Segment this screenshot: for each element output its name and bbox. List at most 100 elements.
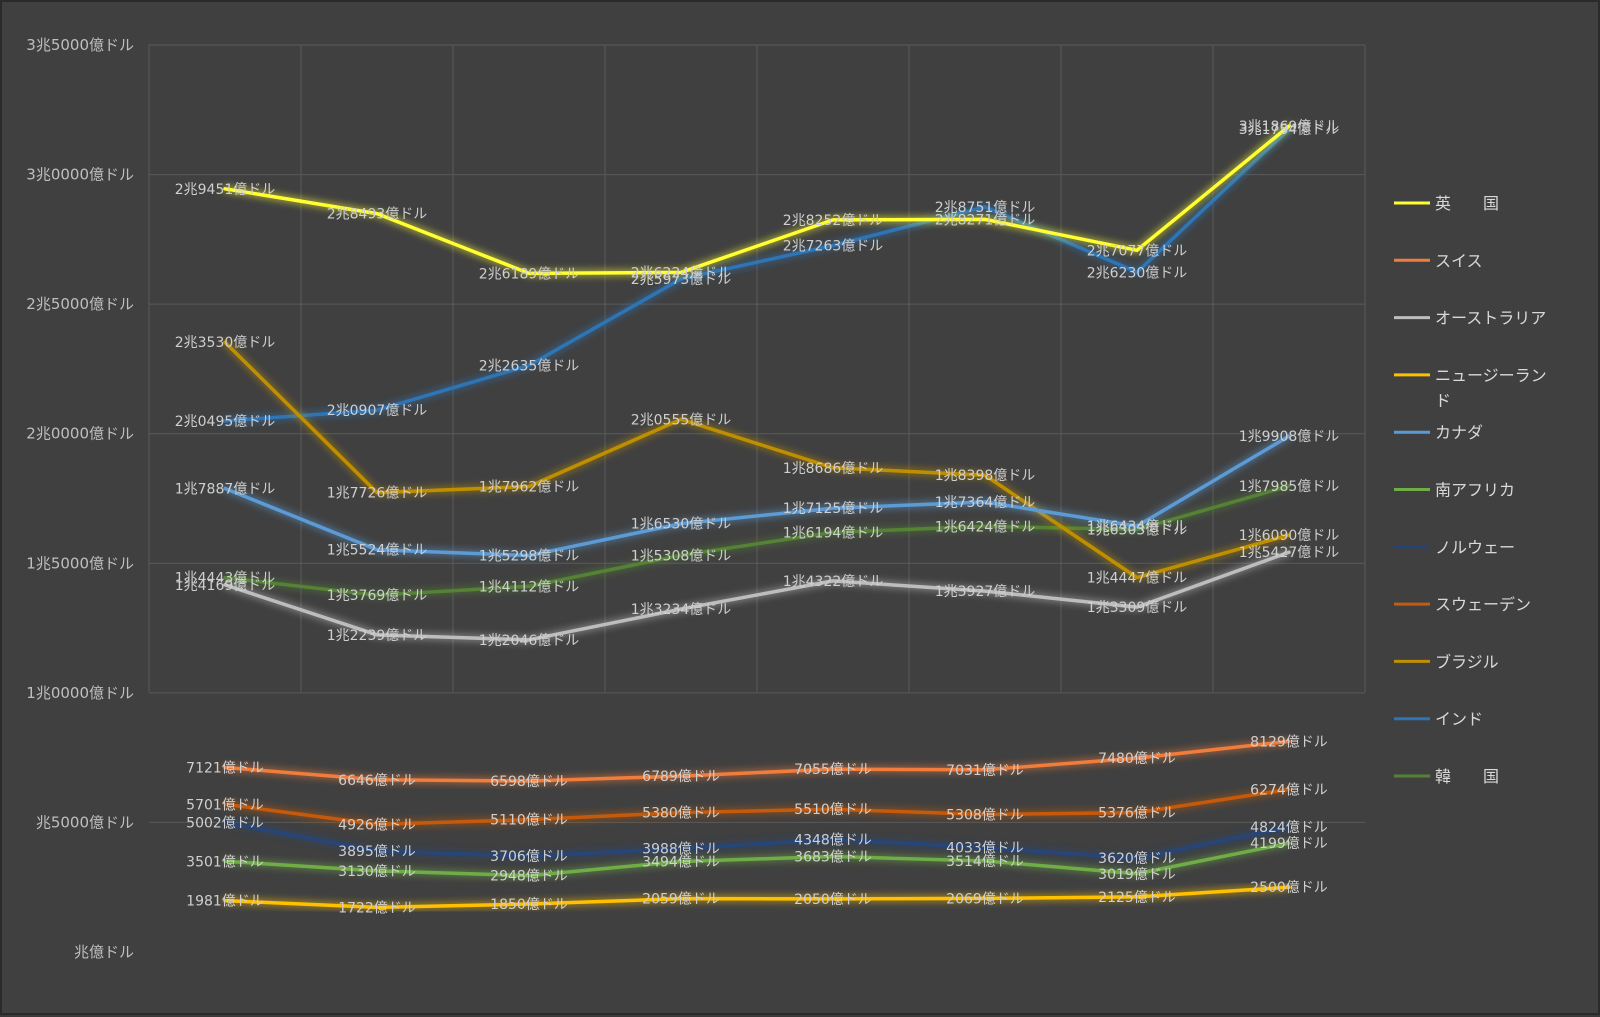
legend-label: スイス: [1435, 251, 1483, 270]
data-label: 6598億ドル: [490, 774, 568, 790]
data-label: 2兆0495億ドル: [175, 414, 276, 430]
data-label: 6274億ドル: [1250, 782, 1328, 798]
data-label: 1兆5308億ドル: [631, 548, 732, 564]
data-label: 3988億ドル: [642, 842, 720, 858]
data-label: 1兆4443億ドル: [175, 571, 276, 587]
data-label: 1兆7726億ドル: [327, 486, 428, 502]
data-label: 1兆5524億ドル: [327, 543, 428, 559]
data-label: 1兆6530億ドル: [631, 517, 732, 533]
data-label: 5002億ドル: [186, 815, 264, 831]
data-label: 2兆7077億ドル: [1087, 243, 1188, 259]
series-line: [223, 434, 1291, 558]
data-label: 8129億ドル: [1250, 734, 1328, 750]
legend-label: ド: [1435, 391, 1451, 410]
legend-label: 南アフリカ: [1435, 481, 1515, 500]
data-label: 1兆2239億ドル: [327, 628, 428, 644]
data-label: 3514億ドル: [946, 854, 1024, 870]
data-label: 5308億ドル: [946, 807, 1024, 823]
data-label: 2500億ドル: [1250, 880, 1328, 896]
data-label: 2兆8271億ドル: [935, 212, 1036, 228]
data-label: 1兆4169億ドル: [175, 578, 276, 594]
data-label: 4824億ドル: [1250, 820, 1328, 836]
data-label: 7055億ドル: [794, 762, 872, 778]
data-label: 3620億ドル: [1098, 851, 1176, 867]
y-tick-label: 2兆0000億ドル: [26, 425, 134, 443]
y-tick-label: 兆5000億ドル: [36, 813, 134, 831]
series-line: [223, 124, 1291, 276]
data-label: 2兆9451億ドル: [175, 182, 276, 198]
series-line: [223, 550, 1291, 642]
data-label: 2兆7263億ドル: [783, 238, 884, 254]
series-line: [223, 484, 1291, 597]
data-label: 2兆6230億ドル: [1087, 265, 1188, 281]
data-label: 1兆8686億ドル: [783, 461, 884, 477]
data-label: 4926億ドル: [338, 817, 416, 833]
data-label: 1兆5427億ドル: [1239, 545, 1340, 561]
legend-label: 韓 国: [1435, 767, 1499, 786]
data-label: 1兆7364億ドル: [935, 495, 1036, 511]
legend-label: ニュージーラン: [1435, 366, 1547, 385]
series-line: [223, 340, 1291, 580]
data-label: 1兆8398億ドル: [935, 468, 1036, 484]
data-label: 1兆4447億ドル: [1087, 571, 1188, 587]
data-label: 3019億ドル: [1098, 867, 1176, 883]
data-label: 1兆7887億ドル: [175, 481, 276, 497]
data-label: 5701億ドル: [186, 797, 264, 813]
y-tick-label: 2兆5000億ドル: [26, 295, 134, 313]
series-lines: [223, 124, 1291, 910]
data-label: 2兆0907億ドル: [327, 403, 428, 419]
series-line: [223, 787, 1291, 827]
data-label: 3兆1869億ドル: [1239, 119, 1340, 135]
data-label: 2948億ドル: [490, 869, 568, 885]
data-label: 1兆6194億ドル: [783, 525, 884, 541]
data-label: 4033億ドル: [946, 840, 1024, 856]
data-label: 1兆6424億ドル: [935, 519, 1036, 535]
grid: [148, 44, 1366, 823]
data-label: 2兆8751億ドル: [935, 200, 1036, 216]
data-label: 1722億ドル: [338, 900, 416, 916]
data-label: 4199億ドル: [1250, 836, 1328, 852]
data-label: 5380億ドル: [642, 806, 720, 822]
series-line: [223, 841, 1291, 878]
legend-label: カナダ: [1435, 423, 1483, 442]
data-label: 1兆4112億ドル: [479, 579, 580, 595]
data-label: 1兆3309億ドル: [1087, 600, 1188, 616]
data-label: 3706億ドル: [490, 849, 568, 865]
data-label: 3501億ドル: [186, 854, 264, 870]
legend-label: スウェーデン: [1435, 595, 1531, 614]
series-line: [223, 739, 1291, 783]
data-label: 1兆6303億ドル: [1087, 523, 1188, 539]
data-label: 3895億ドル: [338, 844, 416, 860]
data-label: 2050億ドル: [794, 892, 872, 908]
data-label: 7480億ドル: [1098, 751, 1176, 767]
data-label: 1兆6090億ドル: [1239, 528, 1340, 544]
data-label: 2兆5973億ドル: [631, 272, 732, 288]
data-label: 2125億ドル: [1098, 890, 1176, 906]
data-label: 5110億ドル: [490, 813, 568, 829]
y-tick-label: 1兆0000億ドル: [26, 684, 134, 702]
data-label: 1兆3927億ドル: [935, 584, 1036, 600]
series-line: [223, 820, 1291, 860]
data-label: 2兆3530億ドル: [175, 335, 276, 351]
data-labels: 2兆9451億ドル 2兆8493億ドル 2兆6189億ドル 2兆6224億ドル 2兆82…: [175, 119, 1340, 916]
data-label: 1兆3769億ドル: [327, 588, 428, 604]
data-label: 2兆6189億ドル: [479, 266, 580, 282]
data-label: 2069億ドル: [946, 891, 1024, 907]
data-label: 2兆8493億ドル: [327, 207, 428, 223]
data-label: 1981億ドル: [186, 894, 264, 910]
data-label: 1兆2046億ドル: [479, 633, 580, 649]
data-label: 6789億ドル: [642, 769, 720, 785]
y-tick-label: 3兆0000億ドル: [26, 166, 134, 184]
data-label: 3494億ドル: [642, 854, 720, 870]
legend-label: 英 国: [1435, 194, 1499, 213]
data-label: 1850億ドル: [490, 897, 568, 913]
data-label: 5376億ドル: [1098, 806, 1176, 822]
data-label: 3130億ドル: [338, 864, 416, 880]
data-label: 2兆0555億ドル: [631, 412, 732, 428]
data-label: 1兆7962億ドル: [479, 480, 580, 496]
data-label: 2兆6224億ドル: [631, 265, 732, 281]
y-tick-label: 兆億ドル: [74, 943, 134, 961]
data-label: 1兆5298億ドル: [479, 549, 580, 565]
legend-label: インド: [1435, 710, 1483, 729]
